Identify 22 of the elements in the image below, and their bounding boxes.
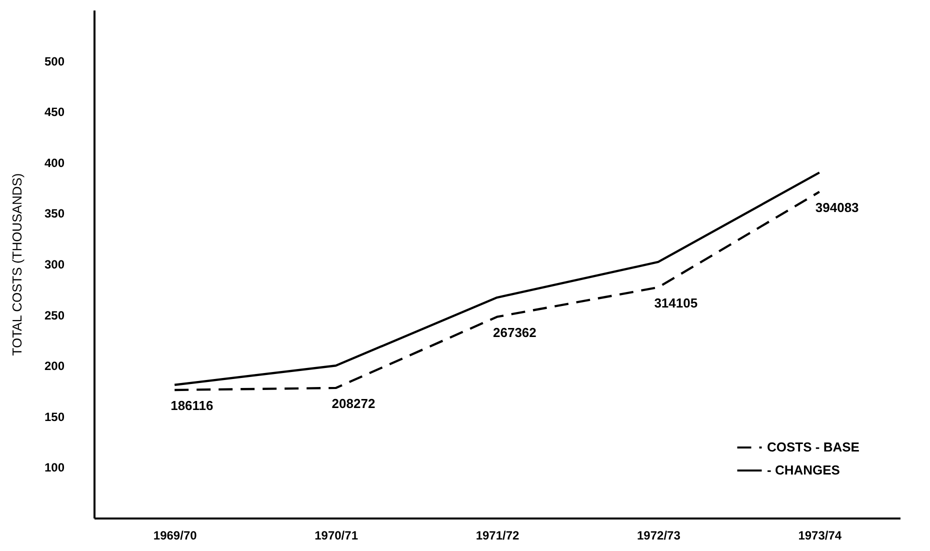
x-tick-label: 1970/71	[314, 528, 358, 542]
y-tick-label: 500	[44, 54, 65, 68]
x-tick-label: 1972/73	[637, 528, 681, 542]
y-tick-label: 300	[44, 258, 65, 272]
y-tick-label: 250	[44, 308, 65, 322]
annotation: 267362	[493, 324, 536, 340]
y-tick-label: 450	[44, 105, 65, 120]
y-tick-label: 350	[44, 206, 65, 221]
y-axis-title: TOTAL COSTS (THOUSANDS)	[9, 173, 24, 356]
x-tick-label: 1969/70	[153, 528, 198, 542]
y-tick-label: 200	[44, 359, 65, 374]
legend-label: COSTS - BASE	[767, 440, 860, 454]
y-tick-label: 400	[44, 156, 65, 170]
legend-label: - CHANGES	[767, 462, 840, 478]
annotation: 186116	[170, 398, 214, 413]
y-tick-label: 100	[44, 460, 65, 475]
x-tick-label: 1973/74	[798, 528, 842, 542]
annotation: 208272	[332, 396, 376, 411]
annotation: 314105	[654, 295, 698, 310]
x-tick-label: 1971/72	[476, 528, 520, 542]
annotation: 394083	[815, 200, 859, 215]
y-tick-label: 150	[44, 410, 65, 424]
